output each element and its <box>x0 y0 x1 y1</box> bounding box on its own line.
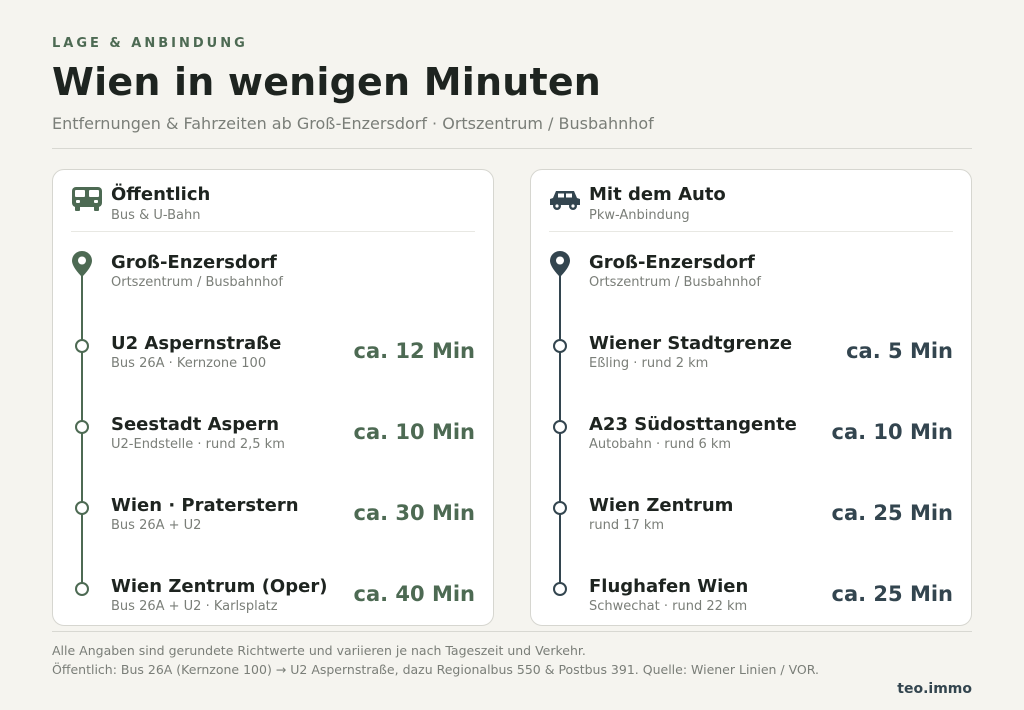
stop-name: Seestadt Aspern <box>111 414 280 435</box>
public-start: Groß-Enzersdorf Ortszentrum / Busbahnhof <box>111 252 475 292</box>
stop-name: A23 Südosttangente <box>589 414 797 435</box>
public-card-subtitle: Bus & U-Bahn <box>111 208 201 223</box>
travel-time: ca. 25 Min <box>831 582 954 606</box>
stop-detail: rund 17 km <box>589 518 665 533</box>
stop-detail: Autobahn · rund 6 km <box>589 437 732 452</box>
travel-time: ca. 10 Min <box>831 420 954 444</box>
timeline-dot <box>553 582 567 596</box>
stop-detail: U2-Endstelle · rund 2,5 km <box>111 437 285 452</box>
public-stop: Wien Zentrum (Oper) Bus 26A + U2 · Karls… <box>111 576 475 616</box>
car-start: Groß-Enzersdorf Ortszentrum / Busbahnhof <box>589 252 953 292</box>
header-divider <box>52 148 972 149</box>
stop-name: Wien Zentrum (Oper) <box>111 576 328 597</box>
timeline-dot <box>75 501 89 515</box>
footer-divider <box>52 631 972 632</box>
location-pin-icon <box>72 251 92 277</box>
timeline-dot <box>553 339 567 353</box>
stop-detail: Bus 26A + U2 · Karlsplatz <box>111 599 278 614</box>
stop-name: Wien · Praterstern <box>111 495 299 516</box>
car-card-divider <box>549 231 953 232</box>
travel-time: ca. 25 Min <box>831 501 954 525</box>
travel-time: ca. 12 Min <box>353 339 476 363</box>
stop-name: Groß-Enzersdorf <box>589 252 755 273</box>
car-stop: Wien Zentrum rund 17 km ca. 25 Min <box>589 495 953 535</box>
page-title: Wien in wenigen Minuten <box>52 60 602 104</box>
public-transport-card: Öffentlich Bus & U-Bahn Groß-Enzersdorf … <box>52 169 494 626</box>
bus-icon <box>72 187 102 211</box>
travel-time: ca. 30 Min <box>353 501 476 525</box>
stop-name: Flughafen Wien <box>589 576 749 597</box>
public-stop: Seestadt Aspern U2-Endstelle · rund 2,5 … <box>111 414 475 454</box>
timeline-dot <box>75 339 89 353</box>
car-card-subtitle: Pkw-Anbindung <box>589 208 690 223</box>
stop-detail: Bus 26A + U2 <box>111 518 202 533</box>
footer-source-note: Öffentlich: Bus 26A (Kernzone 100) → U2 … <box>52 662 819 677</box>
brand-logo-text[interactable]: teo.immo <box>897 681 972 697</box>
stop-name: Groß-Enzersdorf <box>111 252 277 273</box>
travel-time: ca. 5 Min <box>846 339 953 363</box>
eyebrow: LAGE & ANBINDUNG <box>52 36 248 51</box>
public-stop: U2 Aspernstraße Bus 26A · Kernzone 100 c… <box>111 333 475 373</box>
timeline-dot <box>75 420 89 434</box>
location-pin-icon <box>550 251 570 277</box>
car-card: Mit dem Auto Pkw-Anbindung Groß-Enzersdo… <box>530 169 972 626</box>
stop-name: Wiener Stadtgrenze <box>589 333 793 354</box>
stop-detail: Ortszentrum / Busbahnhof <box>589 275 761 290</box>
stop-detail: Ortszentrum / Busbahnhof <box>111 275 283 290</box>
timeline-dot <box>553 420 567 434</box>
travel-time: ca. 10 Min <box>353 420 476 444</box>
stop-name: U2 Aspernstraße <box>111 333 282 354</box>
public-stop: Wien · Praterstern Bus 26A + U2 ca. 30 M… <box>111 495 475 535</box>
footer-note: Alle Angaben sind gerundete Richtwerte u… <box>52 643 586 658</box>
stop-name: Wien Zentrum <box>589 495 734 516</box>
public-card-divider <box>71 231 475 232</box>
travel-time: ca. 40 Min <box>353 582 476 606</box>
stop-detail: Schwechat · rund 22 km <box>589 599 748 614</box>
car-stop: A23 Südosttangente Autobahn · rund 6 km … <box>589 414 953 454</box>
car-card-title: Mit dem Auto <box>589 184 726 205</box>
car-stop: Wiener Stadtgrenze Eßling · rund 2 km ca… <box>589 333 953 373</box>
car-icon <box>550 191 580 210</box>
car-stop: Flughafen Wien Schwechat · rund 22 km ca… <box>589 576 953 616</box>
timeline-dot <box>75 582 89 596</box>
public-card-title: Öffentlich <box>111 184 211 205</box>
page-subtitle: Entfernungen & Fahrzeiten ab Groß-Enzers… <box>52 114 654 133</box>
timeline-dot <box>553 501 567 515</box>
stop-detail: Bus 26A · Kernzone 100 <box>111 356 267 371</box>
stop-detail: Eßling · rund 2 km <box>589 356 709 371</box>
